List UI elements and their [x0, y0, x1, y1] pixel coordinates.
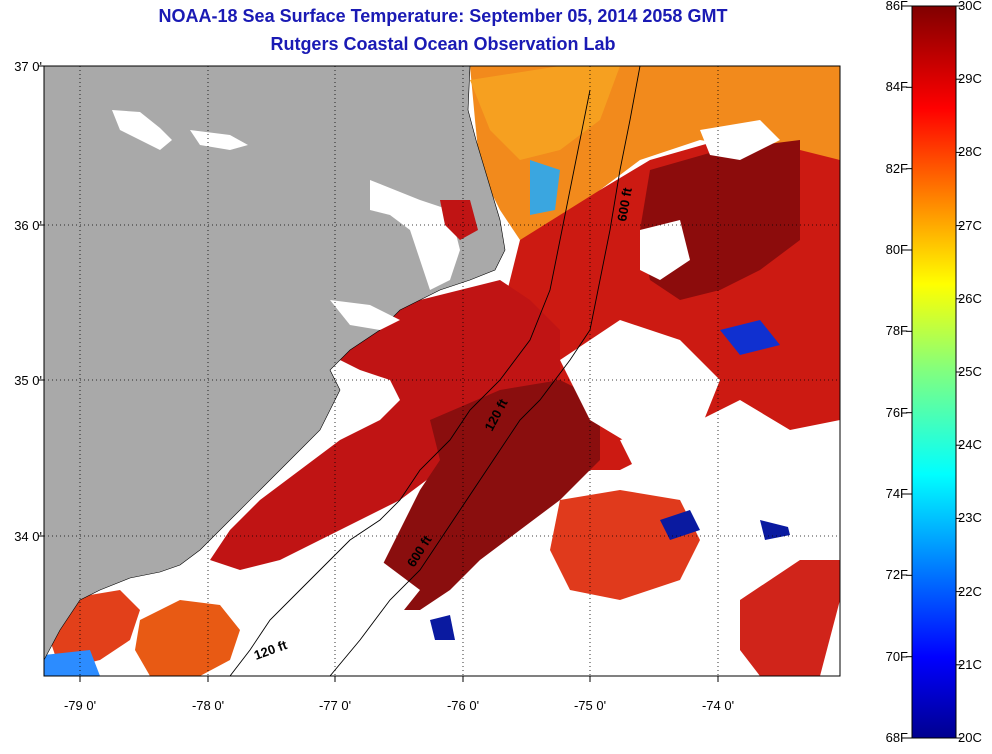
- x-tick-76: -76 0': [446, 698, 480, 713]
- y-tick-35: 35 0': [14, 373, 42, 388]
- sst-sound-red: [440, 200, 478, 240]
- colorbar-label-f: 82F: [885, 160, 908, 176]
- colorbar-label-f: 84F: [885, 79, 908, 95]
- inland-water: [112, 110, 172, 150]
- colorbar-label-c: 30C: [958, 0, 982, 13]
- cloud-patch: [820, 600, 840, 676]
- x-tick-79: -79 0': [63, 698, 97, 713]
- colorbar-label-c: 22C: [958, 583, 982, 599]
- inland-water: [330, 300, 400, 330]
- x-tick-77: -77 0': [318, 698, 352, 713]
- sst-region-cold-fleck: [660, 510, 700, 540]
- sst-region-south-orange-red: [550, 490, 700, 600]
- x-tick-74: -74 0': [701, 698, 735, 713]
- map-subtitle: Rutgers Coastal Ocean Observation Lab: [270, 34, 616, 54]
- sst-region-se-red: [740, 560, 840, 676]
- sst-region-sw-blue: [44, 650, 100, 676]
- sst-field: [44, 66, 840, 676]
- isobath-120ft: [229, 89, 591, 676]
- sst-region-sw-orange: [135, 600, 240, 676]
- sst-region-cold-fleck: [720, 320, 780, 355]
- colorbar: [911, 5, 957, 739]
- inland-water: [370, 180, 460, 290]
- colorbar-label-c: 21C: [958, 656, 982, 672]
- x-tick-75: -75 0': [573, 698, 607, 713]
- plot-frame: [43, 65, 841, 677]
- colorbar-label-f: 68F: [885, 730, 908, 745]
- y-tick-34: 34 0': [14, 529, 42, 544]
- sst-region-cool-fleck: [530, 160, 560, 215]
- colorbar-label-c: 28C: [958, 144, 982, 160]
- colorbar-label-c: 25C: [958, 364, 982, 379]
- cloud-patch: [620, 420, 840, 540]
- sst-plot-area: [44, 66, 840, 676]
- axis-ticks: [38, 65, 719, 682]
- colorbar-label-c: 23C: [958, 510, 982, 526]
- map-title: NOAA-18 Sea Surface Temperature: Septemb…: [158, 6, 728, 26]
- isobath-lines: [229, 66, 641, 676]
- isobath-label-600ft-north: 600 ft: [614, 186, 635, 223]
- sst-region-coastal-band: [210, 280, 560, 570]
- cloud-patch: [640, 220, 690, 280]
- colorbar-label-f: 78F: [885, 323, 908, 339]
- colorbar-label-f: 80F: [885, 242, 908, 257]
- colorbar-label-c: 29C: [958, 71, 982, 87]
- colorbar-label-f: 76F: [885, 404, 908, 420]
- y-tick-37: 37 0': [14, 59, 42, 74]
- x-tick-78: -78 0': [191, 698, 225, 713]
- inland-water: [190, 130, 248, 150]
- y-tick-36: 36 0': [14, 218, 42, 233]
- colorbar-label-c: 20C: [958, 730, 982, 745]
- sst-region-light-orange: [470, 66, 620, 160]
- colorbar-label-f: 86F: [885, 0, 908, 13]
- colorbar-label-c: 26C: [958, 290, 982, 306]
- lat-lon-grid: [44, 66, 840, 676]
- colorbar-label-f: 72F: [885, 567, 908, 583]
- sst-region-cold-fleck: [430, 615, 455, 640]
- cloud-patch: [700, 120, 780, 160]
- colorbar-label-c: 27C: [958, 217, 982, 233]
- isobath-600ft: [329, 66, 641, 676]
- cloud-patch: [560, 320, 720, 450]
- colorbar-label-f: 70F: [885, 648, 908, 664]
- colorbar-ticks: [906, 5, 912, 739]
- colorbar-label-c: 24C: [958, 437, 982, 453]
- colorbar-label-f: 74F: [885, 486, 908, 501]
- sst-region-shelf-dark-red: [380, 380, 600, 610]
